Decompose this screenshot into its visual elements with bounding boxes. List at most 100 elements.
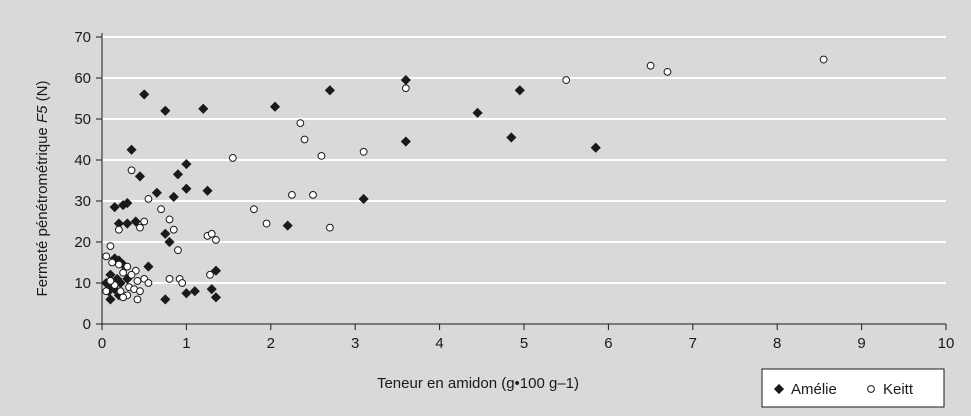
keitt-point xyxy=(646,61,655,70)
keitt-point xyxy=(119,293,127,302)
x-tick-label: 2 xyxy=(267,335,275,352)
keitt-point xyxy=(228,154,237,162)
y-tick-label: 10 xyxy=(74,275,91,292)
amelie-point xyxy=(472,107,483,118)
x-tick-label: 7 xyxy=(689,335,697,352)
x-tick-label: 10 xyxy=(938,335,955,352)
keitt-point xyxy=(123,262,132,271)
amelie-point xyxy=(151,187,162,198)
keitt-point xyxy=(119,268,127,277)
amelie-point xyxy=(590,142,601,153)
keitt-point xyxy=(102,252,111,261)
legend: Amélie Keitt xyxy=(761,368,945,408)
x-tick-label: 3 xyxy=(351,335,359,352)
x-tick-label: 5 xyxy=(520,335,528,352)
keitt-point xyxy=(114,260,123,269)
keitt-point xyxy=(127,270,136,279)
y-tick-label: 40 xyxy=(74,152,91,169)
keitt-point xyxy=(127,166,136,175)
legend-marker-keitt xyxy=(867,385,875,393)
y-tick-label: 50 xyxy=(74,111,91,128)
keitt-point xyxy=(174,246,182,255)
x-tick-label: 4 xyxy=(435,335,443,352)
amelie-point xyxy=(181,288,192,299)
x-tick-label: 8 xyxy=(773,335,781,352)
keitt-point xyxy=(296,119,305,127)
amelie-point xyxy=(126,144,137,155)
keitt-point xyxy=(359,147,368,156)
x-tick-label: 6 xyxy=(604,335,612,352)
y-tick-label: 60 xyxy=(74,70,91,87)
keitt-point xyxy=(300,135,309,144)
keitt-point xyxy=(133,277,142,285)
keitt-point xyxy=(136,223,144,232)
amelie-point xyxy=(189,286,200,297)
amelie-point xyxy=(172,169,184,180)
amelie-point xyxy=(206,284,217,295)
amelie-point xyxy=(181,183,192,194)
keitt-point xyxy=(165,215,174,224)
amelie-point xyxy=(160,228,171,239)
y-tick-label: 20 xyxy=(74,234,91,251)
amelie-point xyxy=(181,159,192,170)
axes xyxy=(96,33,947,330)
amelie-point xyxy=(139,89,150,100)
keitt-point xyxy=(108,258,117,267)
amelie-point xyxy=(282,220,293,231)
legend-marker-amelie xyxy=(773,383,785,395)
keitt-point xyxy=(165,275,174,283)
amelie-point xyxy=(105,294,116,305)
x-tick-label: 9 xyxy=(857,335,865,352)
x-tick-label: 0 xyxy=(98,335,106,352)
gridlines xyxy=(102,36,946,284)
amelie-point xyxy=(210,265,222,276)
keitt-point xyxy=(106,242,115,251)
keitt-point xyxy=(114,225,123,234)
amelie-point xyxy=(324,85,335,96)
y-tick-label: 70 xyxy=(74,29,91,46)
amelie-point xyxy=(143,261,154,272)
amelie-point xyxy=(269,101,281,112)
amelie-point xyxy=(202,185,213,196)
keitt-point xyxy=(663,67,672,76)
keitt-point xyxy=(401,84,410,93)
keitt-point xyxy=(309,190,317,199)
legend-label-amelie: Amélie xyxy=(791,381,837,398)
y-axis-label-variable: F5 xyxy=(34,105,51,123)
amelie-point xyxy=(160,105,171,116)
y-tick-labels: 0 10 20 30 40 50 60 70 xyxy=(74,29,91,333)
x-tick-labels: 0 1 2 3 4 5 6 7 8 9 10 xyxy=(98,335,955,352)
keitt-point xyxy=(206,270,214,279)
amelie-point xyxy=(160,294,171,305)
keitt-point xyxy=(250,205,258,214)
y-axis-label-prefix: Fermeté pénétrométrique xyxy=(34,123,51,296)
amelie-point xyxy=(358,193,369,205)
keitt-point xyxy=(140,217,149,226)
keitt-point xyxy=(288,190,296,199)
keitt-point xyxy=(317,152,326,160)
legend-box xyxy=(761,368,945,408)
y-axis-label: Fermeté pénétrométrique F5 (N) xyxy=(34,81,51,297)
amelie-point xyxy=(168,191,179,202)
amelie-point xyxy=(164,236,175,248)
keitt-point xyxy=(819,55,828,64)
x-axis-label: Teneur en amidon (g•100 g–1) xyxy=(377,375,579,392)
keitt-point xyxy=(169,225,178,234)
amelie-point xyxy=(514,85,525,96)
keitt-point xyxy=(133,295,142,304)
legend-label-keitt: Keitt xyxy=(883,381,914,398)
keitt-point xyxy=(157,205,165,214)
keitt-point xyxy=(144,279,153,287)
amelie-point xyxy=(109,202,120,213)
amelie-point xyxy=(400,136,411,147)
amelie-point xyxy=(198,103,209,114)
amelie-point xyxy=(122,218,133,229)
keitt-point xyxy=(562,76,571,84)
keitt-point xyxy=(106,277,115,285)
keitt-point xyxy=(178,279,187,287)
keitt-point xyxy=(102,287,111,296)
amelie-point xyxy=(506,132,517,143)
series-keitt xyxy=(102,55,828,304)
amelie-point xyxy=(210,292,222,303)
